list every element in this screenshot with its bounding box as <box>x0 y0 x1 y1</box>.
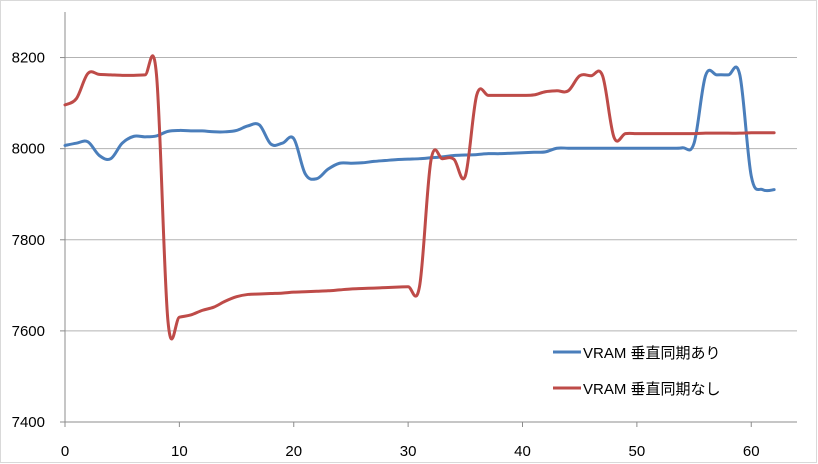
x-tick-label-0: 0 <box>61 443 69 460</box>
y-tick-label-7400: 7400 <box>12 414 45 431</box>
axes <box>60 12 797 427</box>
legend-label-1: VRAM 垂直同期あり <box>583 345 721 362</box>
y-tick-label-8200: 8200 <box>12 50 45 67</box>
y-tick-label-7600: 7600 <box>12 323 45 340</box>
x-tick-label-50: 50 <box>629 443 646 460</box>
x-tick-label-20: 20 <box>285 443 302 460</box>
y-tick-label-7800: 7800 <box>12 232 45 249</box>
legend: VRAM 垂直同期あり VRAM 垂直同期なし <box>553 345 721 398</box>
legend-label-2: VRAM 垂直同期なし <box>583 381 721 398</box>
y-tick-label-8000: 8000 <box>12 141 45 158</box>
x-tick-labels: 0 10 20 30 40 50 60 <box>61 443 760 460</box>
x-tick-label-60: 60 <box>743 443 760 460</box>
y-tick-labels: 7400 7600 7800 8000 8200 <box>12 50 45 431</box>
gridlines <box>65 57 797 332</box>
series-line-2 <box>63 54 776 341</box>
series-lines <box>63 54 776 341</box>
x-tick-label-10: 10 <box>171 443 188 460</box>
series-line-1 <box>63 65 776 193</box>
x-tick-label-30: 30 <box>400 443 417 460</box>
x-tick-label-40: 40 <box>514 443 531 460</box>
